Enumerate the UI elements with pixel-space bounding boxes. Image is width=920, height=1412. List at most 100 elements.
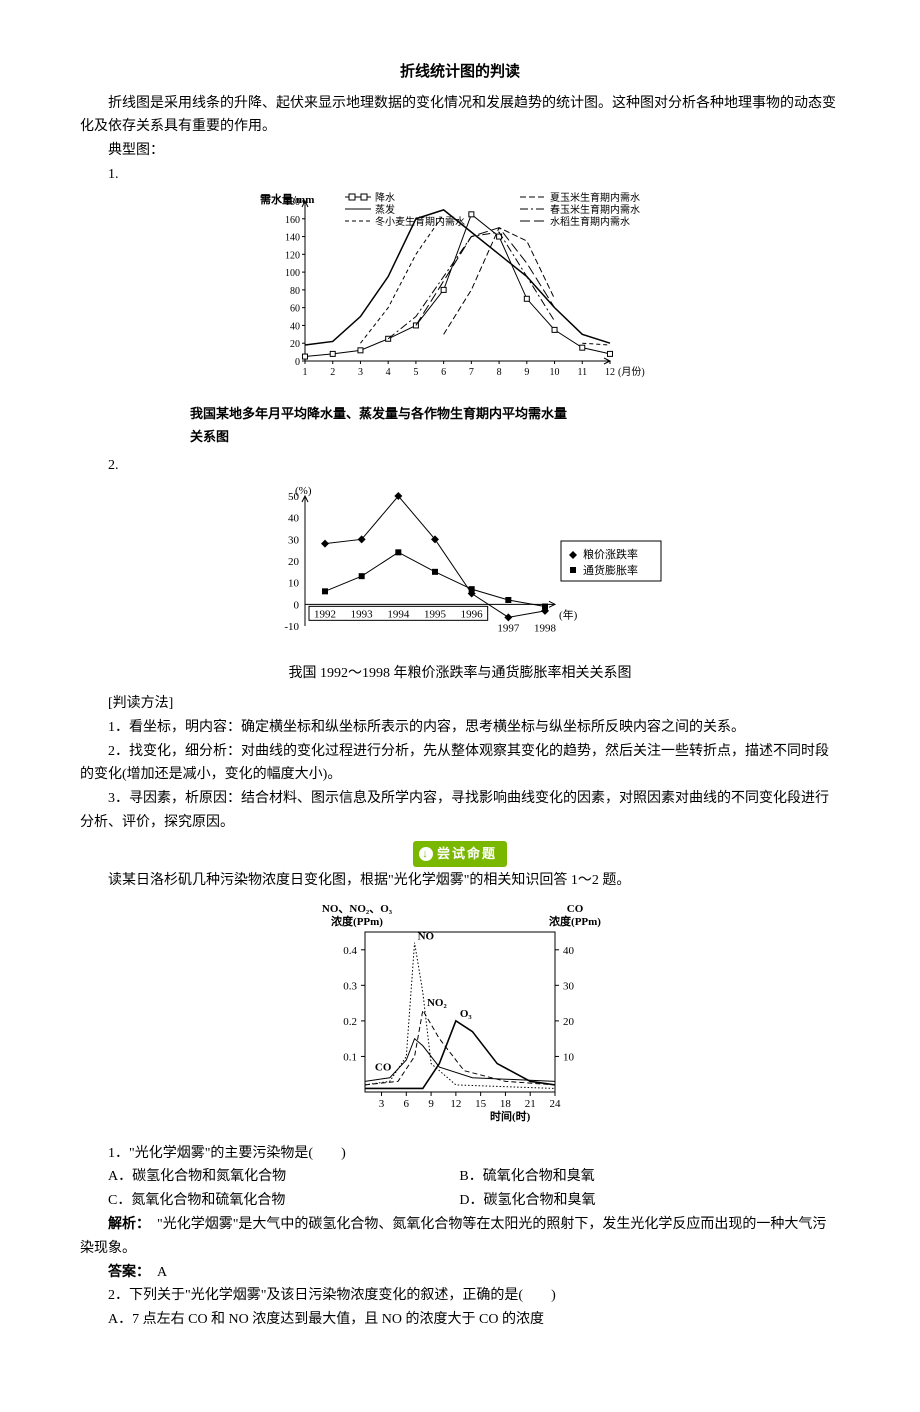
svg-text:浓度(PPm): 浓度(PPm) <box>331 914 383 928</box>
chart2-caption: 我国 1992～1998 年粮价涨跌率与通货膨胀率相关关系图 <box>80 662 840 686</box>
svg-text:6: 6 <box>404 1098 410 1110</box>
q1-option-a: A．碳氢化合物和氮氧化合物 <box>108 1165 459 1189</box>
svg-text:100: 100 <box>285 268 300 279</box>
svg-text:18: 18 <box>500 1098 512 1110</box>
svg-text:水稻生育期内需水: 水稻生育期内需水 <box>550 215 630 228</box>
svg-text:1998: 1998 <box>534 623 557 635</box>
svg-text:12: 12 <box>605 367 615 378</box>
svg-text:20: 20 <box>563 1016 575 1028</box>
svg-text:10: 10 <box>563 1051 575 1063</box>
svg-text:(月份): (月份) <box>618 366 645 378</box>
svg-text:1997: 1997 <box>497 623 520 635</box>
svg-text:40: 40 <box>288 513 300 525</box>
question-intro: 读某日洛杉矶几种污染物浓度日变化图，根据"光化学烟雾"的相关知识回答 1～2 题… <box>80 869 840 893</box>
svg-text:1995: 1995 <box>424 609 447 621</box>
q2-stem: 2．下列关于"光化学烟雾"及该日污染物浓度变化的叙述，正确的是( ) <box>80 1284 840 1308</box>
svg-text:6: 6 <box>441 367 446 378</box>
svg-text:11: 11 <box>577 367 587 378</box>
q1-option-d: D．碳氢化合物和臭氧 <box>459 1189 810 1213</box>
svg-text:1: 1 <box>303 367 308 378</box>
svg-text:时间(时): 时间(时) <box>490 1109 531 1123</box>
down-arrow-icon: ↓ <box>419 847 433 861</box>
svg-text:30: 30 <box>288 535 300 547</box>
badge: ↓ 尝试命题 <box>413 841 507 867</box>
svg-text:30: 30 <box>563 980 575 992</box>
chart1-caption-2: 关系图 <box>190 429 229 444</box>
badge-text: 尝试命题 <box>437 843 497 865</box>
svg-text:7: 7 <box>469 367 474 378</box>
svg-text:0.4: 0.4 <box>343 945 357 957</box>
svg-text:浓度(PPm): 浓度(PPm) <box>549 914 601 928</box>
svg-text:通货膨胀率: 通货膨胀率 <box>583 563 638 577</box>
svg-text:粮价涨跌率: 粮价涨跌率 <box>583 547 638 561</box>
svg-text:9: 9 <box>524 367 529 378</box>
svg-text:1994: 1994 <box>387 609 410 621</box>
svg-text:0.3: 0.3 <box>343 980 357 992</box>
svg-text:15: 15 <box>475 1098 487 1110</box>
svg-text:40: 40 <box>563 945 575 957</box>
item-2: 2. <box>80 454 840 478</box>
svg-text:-10: -10 <box>284 621 299 633</box>
svg-text:降水: 降水 <box>375 191 395 204</box>
svg-text:4: 4 <box>386 367 391 378</box>
svg-text:CO: CO <box>567 903 584 915</box>
svg-text:0.1: 0.1 <box>343 1051 357 1063</box>
svg-text:需水量/mm: 需水量/mm <box>260 192 314 206</box>
svg-text:O₃: O₃ <box>460 1008 473 1020</box>
svg-text:NO₂: NO₂ <box>427 997 448 1009</box>
page-title: 折线统计图的判读 <box>80 60 840 86</box>
q1-stem: 1．"光化学烟雾"的主要污染物是( ) <box>80 1142 840 1166</box>
svg-text:春玉米生育期内需水: 春玉米生育期内需水 <box>550 203 640 216</box>
q1-answer: 答案： A <box>80 1261 840 1285</box>
svg-text:1996: 1996 <box>461 609 484 621</box>
svg-text:0: 0 <box>295 357 300 368</box>
svg-text:10: 10 <box>550 367 560 378</box>
svg-text:蒸发: 蒸发 <box>375 203 395 216</box>
svg-text:1993: 1993 <box>351 609 374 621</box>
svg-text:21: 21 <box>525 1098 536 1110</box>
method-2: 2．找变化，细分析：对曲线的变化过程进行分析，先从整体观察其变化的趋势，然后关注… <box>80 740 840 788</box>
q1-option-c: C．氮氧化合物和硫氧化合物 <box>108 1189 459 1213</box>
method-1: 1．看坐标，明内容：确定横坐标和纵坐标所表示的内容，思考横坐标与纵坐标所反映内容… <box>80 716 840 740</box>
svg-text:0: 0 <box>294 600 300 612</box>
chart1-caption-1: 我国某地多年月平均降水量、蒸发量与各作物生育期内平均需水量 <box>190 406 567 421</box>
svg-text:NO、NO₂、O₃: NO、NO₂、O₃ <box>322 903 393 915</box>
svg-text:20: 20 <box>288 556 300 568</box>
svg-text:1992: 1992 <box>314 609 336 621</box>
svg-text:夏玉米生育期内需水: 夏玉米生育期内需水 <box>550 191 640 204</box>
chart-3: NO、NO₂、O₃浓度(PPm)CO浓度(PPm)0.10.20.30.4102… <box>80 897 840 1136</box>
q1-explanation: 解析： "光化学烟雾"是大气中的碳氢化合物、氮氧化合物等在太阳光的照射下，发生光… <box>80 1213 840 1261</box>
svg-text:0.2: 0.2 <box>343 1016 357 1028</box>
svg-text:2: 2 <box>330 367 335 378</box>
svg-text:80: 80 <box>290 286 300 297</box>
svg-text:(年): (年) <box>559 608 578 622</box>
svg-text:160: 160 <box>285 214 300 225</box>
svg-text:NO: NO <box>418 930 435 942</box>
svg-text:3: 3 <box>358 367 363 378</box>
svg-text:(%): (%) <box>295 485 312 497</box>
svg-text:120: 120 <box>285 250 300 261</box>
exp-head: 解析： <box>108 1217 143 1232</box>
ans-head: 答案： <box>108 1265 143 1280</box>
item-1: 1. <box>80 163 840 187</box>
svg-text:12: 12 <box>450 1098 461 1110</box>
q2-option-a: A．7 点左右 CO 和 NO 浓度达到最大值，且 NO 的浓度大于 CO 的浓… <box>80 1308 840 1332</box>
svg-text:8: 8 <box>497 367 502 378</box>
chart-2: -1001020304050(%)19921993199419951996199… <box>80 481 840 686</box>
method-3: 3．寻因素，析原因：结合材料、图示信息及所学内容，寻找影响曲线变化的因素，对照因… <box>80 787 840 835</box>
svg-text:5: 5 <box>413 367 418 378</box>
svg-text:24: 24 <box>550 1098 562 1110</box>
svg-text:140: 140 <box>285 232 300 243</box>
chart-1: 020406080100120140160180需水量/mm1234567891… <box>80 191 840 448</box>
svg-text:10: 10 <box>288 578 300 590</box>
svg-text:3: 3 <box>379 1098 385 1110</box>
svg-text:CO: CO <box>375 1061 392 1073</box>
svg-text:40: 40 <box>290 321 300 332</box>
svg-text:60: 60 <box>290 303 300 314</box>
svg-text:20: 20 <box>290 339 300 350</box>
method-head: [判读方法] <box>80 692 840 716</box>
q1-option-b: B．硫氧化合物和臭氧 <box>459 1165 810 1189</box>
svg-text:9: 9 <box>428 1098 434 1110</box>
intro-text: 折线图是采用线条的升降、起伏来显示地理数据的变化情况和发展趋势的统计图。这种图对… <box>80 92 840 140</box>
typical-label: 典型图： <box>80 139 840 163</box>
